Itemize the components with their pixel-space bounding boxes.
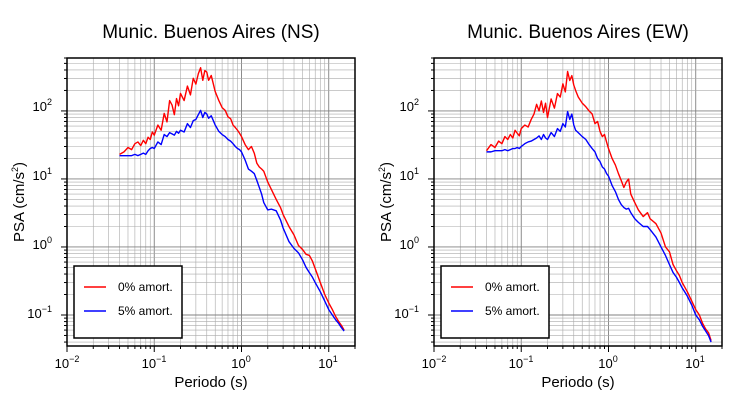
legend-box (440, 265, 550, 339)
x-tick-base: 10 (422, 356, 436, 371)
x-tick-base: 10 (318, 356, 332, 371)
y-tick-label: 100 (33, 235, 52, 252)
x-tick-exp: −2 (436, 354, 446, 364)
chart-title: Munic. Buenos Aires (NS) (102, 22, 320, 43)
x-tick-label: 10−1 (142, 354, 167, 371)
y-tick-base: 10 (400, 237, 414, 252)
legend-label: 0% amort. (118, 280, 173, 294)
y-tick-exp: 0 (47, 235, 52, 245)
y-tick-base: 10 (400, 168, 414, 183)
tick-marks (428, 57, 723, 352)
plot-frame (66, 57, 356, 347)
legend-label: 5% amort. (118, 304, 173, 318)
y-axis-label-suffix: ) (11, 162, 28, 167)
series-line-0pct-amort (485, 70, 712, 341)
x-axis-label: Periodo (s) (174, 374, 247, 391)
x-tick-label: 101 (318, 354, 337, 371)
tick-marks (61, 57, 356, 352)
y-tick-label: 101 (400, 166, 419, 183)
y-tick-label: 102 (400, 97, 419, 114)
x-tick-label: 10−2 (55, 354, 80, 371)
y-tick-label: 10−1 (27, 304, 52, 321)
x-tick-base: 10 (55, 356, 69, 371)
grid (66, 57, 356, 346)
x-tick-label: 100 (231, 354, 250, 371)
y-tick-exp: 1 (47, 166, 52, 176)
x-tick-base: 10 (509, 356, 523, 371)
legend-label: 5% amort. (485, 304, 540, 318)
y-axis-label-prefix: PSA (cm/s (378, 172, 395, 242)
x-tick-exp: 0 (613, 354, 618, 364)
y-tick-exp: 1 (414, 166, 419, 176)
legend: 0% amort. 5% amort. (440, 265, 550, 339)
y-tick-base: 10 (394, 306, 408, 321)
y-tick-label: 100 (400, 235, 419, 252)
y-tick-base: 10 (33, 168, 47, 183)
series-group (485, 70, 712, 343)
x-tick-exp: 0 (246, 354, 251, 364)
y-axis-label: PSA (cm/s2) (377, 162, 395, 242)
y-tick-label: 10−1 (394, 304, 419, 321)
x-tick-base: 10 (685, 356, 699, 371)
y-tick-exp: −1 (409, 304, 419, 314)
y-axis-label-sup: 2 (10, 167, 20, 172)
y-axis-label: PSA (cm/s2) (10, 162, 28, 242)
legend: 0% amort. 5% amort. (73, 265, 183, 339)
series-line-0pct-amort (119, 66, 345, 331)
x-tick-base: 10 (142, 356, 156, 371)
x-tick-label: 100 (598, 354, 617, 371)
x-tick-label: 10−1 (509, 354, 534, 371)
series-line-5pct-amort (119, 109, 345, 332)
y-axis-label-prefix: PSA (cm/s (11, 172, 28, 242)
y-tick-base: 10 (27, 306, 41, 321)
legend-box (73, 265, 183, 339)
chart-title: Munic. Buenos Aires (EW) (467, 22, 689, 43)
y-tick-base: 10 (33, 99, 47, 114)
legend-label: 0% amort. (485, 280, 540, 294)
y-tick-base: 10 (400, 99, 414, 114)
y-tick-exp: −1 (42, 304, 52, 314)
y-tick-label: 101 (33, 166, 52, 183)
x-tick-exp: −1 (523, 354, 533, 364)
y-tick-label: 102 (33, 97, 52, 114)
x-tick-exp: −1 (156, 354, 166, 364)
series-group (119, 66, 345, 332)
series-line-5pct-amort (486, 110, 712, 343)
x-tick-base: 10 (231, 356, 245, 371)
x-tick-exp: 1 (700, 354, 705, 364)
x-tick-exp: 1 (333, 354, 338, 364)
y-tick-base: 10 (33, 237, 47, 252)
y-tick-exp: 2 (414, 97, 419, 107)
chart-panel-ns: Munic. Buenos Aires (NS) 10−2 10−1 100 1… (10, 22, 356, 391)
x-tick-label: 10−2 (422, 354, 447, 371)
x-tick-label: 101 (685, 354, 704, 371)
y-axis-label-sup: 2 (377, 167, 387, 172)
plot-frame (433, 57, 723, 347)
x-tick-base: 10 (598, 356, 612, 371)
x-tick-exp: −2 (69, 354, 79, 364)
y-tick-exp: 2 (47, 97, 52, 107)
x-axis-label: Periodo (s) (541, 374, 614, 391)
y-tick-exp: 0 (414, 235, 419, 245)
chart-panel-ew: Munic. Buenos Aires (EW) 10−2 10−1 100 1… (377, 22, 723, 391)
y-axis-label-suffix: ) (378, 162, 395, 167)
